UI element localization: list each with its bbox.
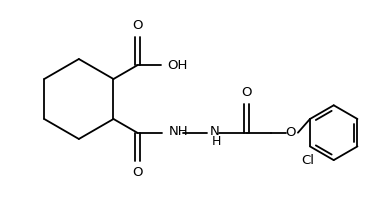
Text: H: H xyxy=(211,135,221,148)
Text: OH: OH xyxy=(168,59,188,72)
Text: O: O xyxy=(241,86,252,99)
Text: NH: NH xyxy=(168,125,188,138)
Text: Cl: Cl xyxy=(301,154,315,167)
Text: N: N xyxy=(210,125,220,138)
Text: O: O xyxy=(132,166,142,179)
Text: O: O xyxy=(285,126,296,139)
Text: O: O xyxy=(132,19,142,32)
